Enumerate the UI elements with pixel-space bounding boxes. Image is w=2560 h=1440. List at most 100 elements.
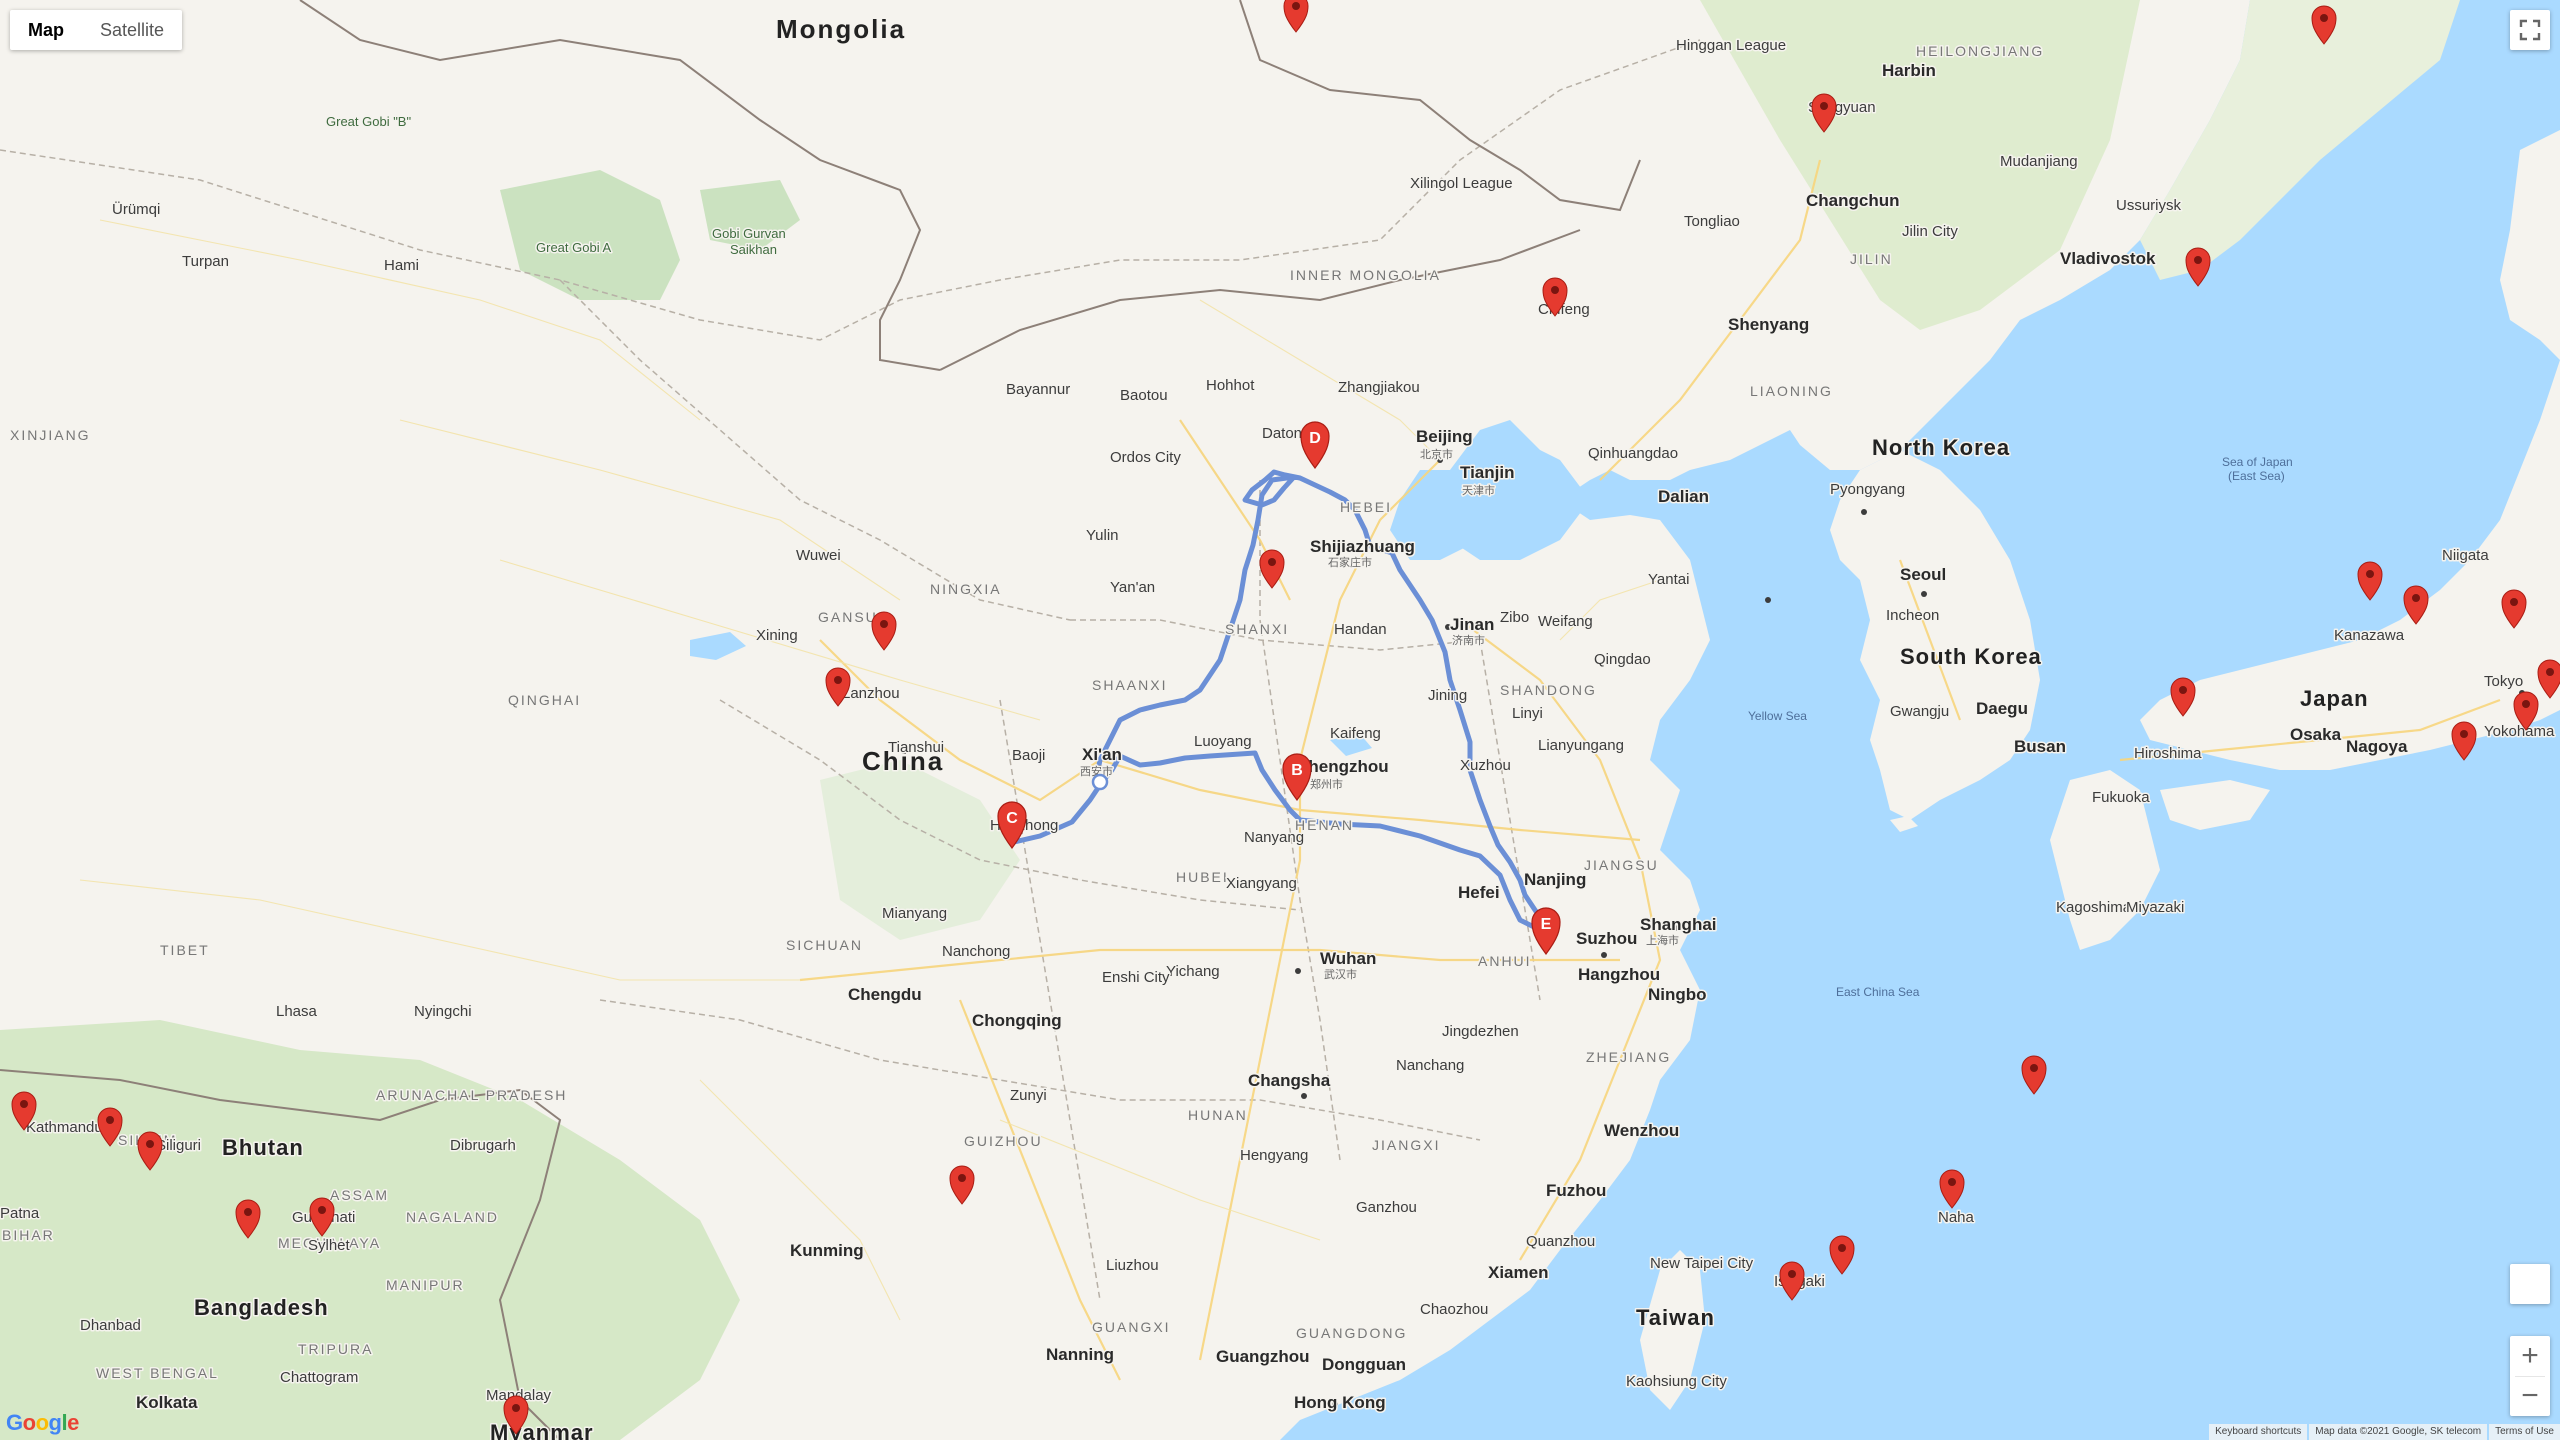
label-shijiazhuang: Shijiazhuang bbox=[1310, 537, 1415, 556]
map-marker[interactable] bbox=[235, 1199, 261, 1239]
map-marker[interactable] bbox=[1542, 277, 1568, 317]
label-ushuri: Ussuriysk bbox=[2116, 197, 2182, 214]
map-marker[interactable] bbox=[1283, 0, 1309, 33]
label-hong-kong: Hong Kong bbox=[1294, 1393, 1386, 1412]
green-northeast bbox=[1700, 0, 2140, 330]
label-nanyang: Nanyang bbox=[1244, 829, 1304, 846]
map-marker[interactable] bbox=[2311, 5, 2337, 45]
label-datong: Datong bbox=[1262, 425, 1310, 442]
label-jilin-city: Jilin City bbox=[1902, 223, 1958, 240]
label-nyingchi: Nyingchi bbox=[414, 1003, 472, 1020]
map-marker[interactable] bbox=[1939, 1169, 1965, 1209]
label-harbin: Harbin bbox=[1882, 61, 1936, 80]
land-jeju bbox=[1890, 816, 1918, 832]
route-marker-a[interactable] bbox=[1091, 773, 1109, 791]
route-marker-e[interactable]: E bbox=[1531, 907, 1561, 956]
label-yanan: Yan'an bbox=[1110, 579, 1155, 596]
label-mudanjiang: Mudanjiang bbox=[2000, 153, 2078, 170]
label-meghalaya: MEGHALAYA bbox=[278, 1235, 381, 1251]
map-marker[interactable] bbox=[2451, 721, 2477, 761]
label-tianshui: Tianshui bbox=[888, 739, 944, 756]
zoom-in-button[interactable]: + bbox=[2521, 1338, 2539, 1372]
map-marker[interactable] bbox=[2185, 247, 2211, 287]
map-marker[interactable] bbox=[2537, 659, 2560, 699]
route-marker-d[interactable]: D bbox=[1300, 421, 1330, 470]
map-marker-dot bbox=[880, 620, 888, 628]
map-marker-dot bbox=[1551, 286, 1559, 294]
map-marker[interactable] bbox=[97, 1107, 123, 1147]
label-jining: Jining bbox=[1428, 687, 1467, 704]
map-marker[interactable] bbox=[2170, 677, 2196, 717]
green-gobi-a bbox=[500, 170, 680, 300]
label-seoul: Seoul bbox=[1900, 565, 1946, 584]
street-view-button[interactable] bbox=[2510, 1264, 2550, 1304]
map-marker[interactable] bbox=[309, 1197, 335, 1237]
zoom-divider bbox=[2515, 1375, 2545, 1377]
zoom-out-button[interactable]: − bbox=[2521, 1379, 2539, 1413]
label-manipur: MANIPUR bbox=[386, 1277, 465, 1293]
map-marker[interactable] bbox=[1259, 549, 1285, 589]
map-marker[interactable] bbox=[2513, 691, 2539, 731]
label-siliguri: Siliguri bbox=[156, 1137, 201, 1154]
map-marker[interactable] bbox=[2501, 589, 2527, 629]
map-marker[interactable] bbox=[1779, 1261, 1805, 1301]
label-assam: ASSAM bbox=[330, 1187, 389, 1203]
label-chaozhou: Chaozhou bbox=[1420, 1301, 1488, 1318]
label-tibet: TIBET bbox=[160, 942, 210, 958]
map-marker[interactable] bbox=[825, 667, 851, 707]
route-marker-c[interactable]: C bbox=[997, 801, 1027, 850]
green-gobi-gurvan bbox=[700, 180, 800, 250]
label-quanzhou: Quanzhou bbox=[1526, 1233, 1595, 1250]
label-bhutan: Bhutan bbox=[222, 1135, 304, 1160]
map-marker[interactable] bbox=[1811, 93, 1837, 133]
map-marker[interactable] bbox=[1829, 1235, 1855, 1275]
google-logo[interactable]: Google bbox=[6, 1410, 79, 1436]
label-handan: Handan bbox=[1334, 621, 1387, 638]
label-shenyang: Shenyang bbox=[1728, 315, 1809, 334]
label-lianyungang: Lianyungang bbox=[1538, 737, 1624, 754]
map-marker[interactable] bbox=[137, 1131, 163, 1171]
map-type-control: Map Satellite bbox=[10, 10, 183, 50]
fullscreen-button[interactable] bbox=[2510, 10, 2550, 50]
markers[interactable] bbox=[11, 0, 2560, 1435]
land-russia-far-east bbox=[2140, 0, 2460, 280]
map-type-satellite-button[interactable]: Satellite bbox=[100, 20, 165, 40]
map-marker[interactable] bbox=[949, 1165, 975, 1205]
label-great-gobi-b: Great Gobi "B" bbox=[326, 114, 411, 129]
label-heilongjiang: HEILONGJIANG bbox=[1916, 43, 2044, 59]
label-hangzhou: Hangzhou bbox=[1578, 965, 1660, 984]
label-guangzhou: Guangzhou bbox=[1216, 1347, 1309, 1366]
label-changsha: Changsha bbox=[1248, 1071, 1331, 1090]
map-marker-dot bbox=[1292, 2, 1300, 10]
label-great-gobi-a: Great Gobi A bbox=[536, 240, 611, 255]
map-marker[interactable] bbox=[2403, 585, 2429, 625]
map-marker[interactable] bbox=[503, 1395, 529, 1435]
label-turpan: Turpan bbox=[182, 253, 229, 270]
label-yokohama: Yokohama bbox=[2484, 723, 2555, 740]
label-henan: HENAN bbox=[1295, 817, 1354, 833]
label-qingdao: Qingdao bbox=[1594, 651, 1651, 668]
label-baotou: Baotou bbox=[1120, 387, 1168, 404]
label-zibo: Zibo bbox=[1500, 609, 1529, 626]
keyboard-shortcuts-link[interactable]: Keyboard shortcuts bbox=[2209, 1424, 2308, 1440]
map-type-map-button[interactable]: Map bbox=[28, 20, 64, 40]
label-suzhou: Suzhou bbox=[1576, 929, 1637, 948]
label-myanmar: Myanmar bbox=[490, 1420, 594, 1440]
label-zhejiang: ZHEJIANG bbox=[1586, 1049, 1671, 1065]
label-hiroshima: Hiroshima bbox=[2134, 745, 2202, 762]
route-marker-b[interactable]: B bbox=[1282, 753, 1312, 802]
terms-of-use-link[interactable]: Terms of Use bbox=[2489, 1424, 2560, 1440]
label-hami: Hami bbox=[384, 257, 419, 274]
map-marker[interactable] bbox=[2357, 561, 2383, 601]
zoom-control: + − bbox=[2510, 1336, 2550, 1416]
map-marker[interactable] bbox=[871, 611, 897, 651]
label-wenzhou: Wenzhou bbox=[1604, 1121, 1679, 1140]
label-tongliao: Tongliao bbox=[1684, 213, 1740, 230]
label-xinjiang: XINJIANG bbox=[10, 427, 91, 443]
label-lhasa: Lhasa bbox=[276, 1003, 318, 1020]
label-jinan: Jinan bbox=[1450, 615, 1494, 634]
map-marker[interactable] bbox=[2021, 1055, 2047, 1095]
map-marker[interactable] bbox=[11, 1091, 37, 1131]
label-shandong: SHANDONG bbox=[1500, 682, 1597, 698]
